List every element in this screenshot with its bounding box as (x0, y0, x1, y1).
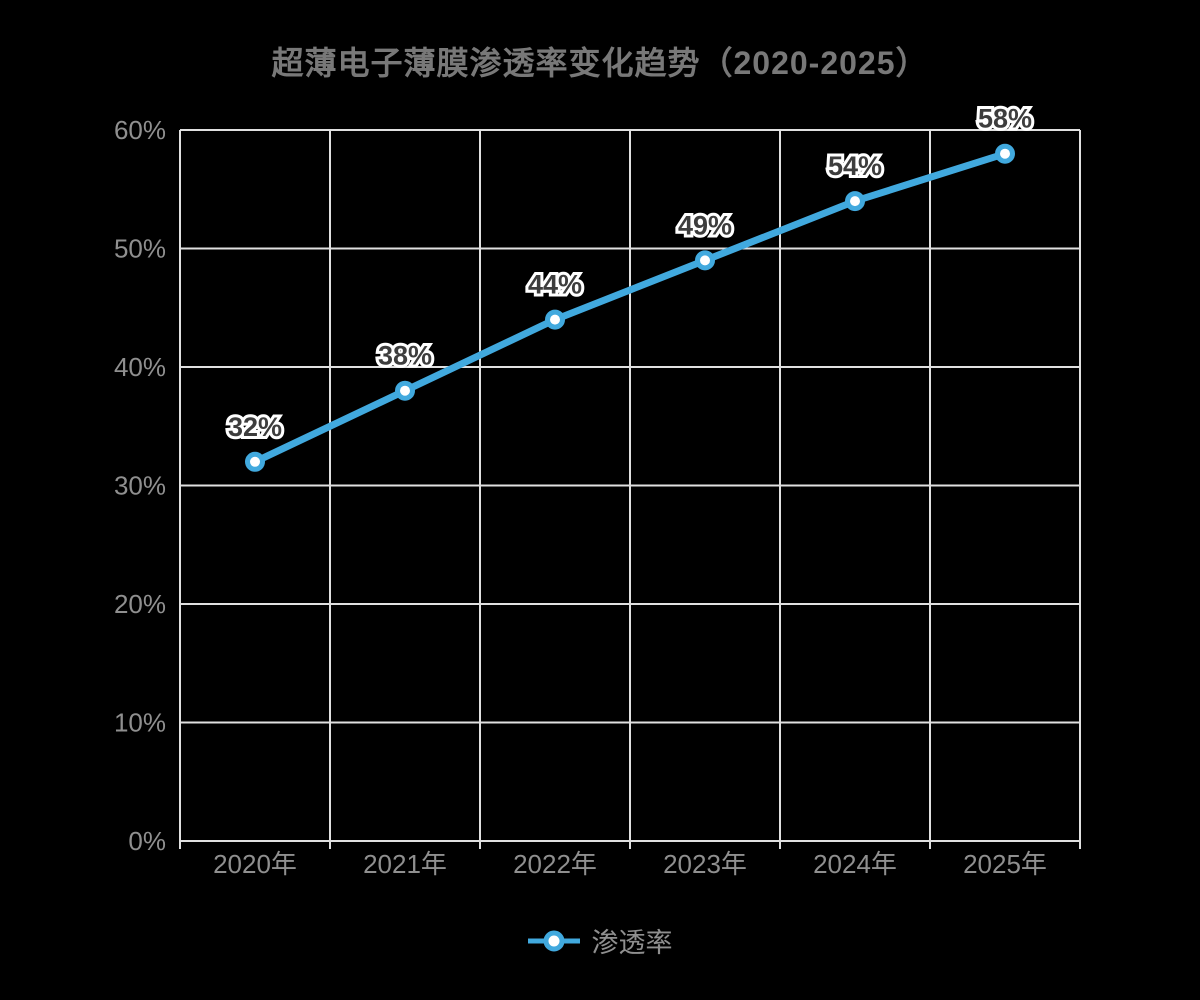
x-axis-tick-label: 2024年 (813, 849, 897, 879)
legend-label: 渗透率 (591, 928, 673, 958)
penetration-rate-line (251, 150, 1009, 466)
data-point-label: 38% (378, 341, 432, 371)
legend-line-marker-icon (527, 930, 580, 951)
y-axis-tick-label: 10% (114, 708, 166, 738)
y-axis-tick-label: 20% (114, 589, 166, 619)
data-point-label: 54% (828, 151, 882, 181)
data-point-label: 44% (528, 270, 582, 300)
x-axis-tick-label: 2023年 (663, 849, 747, 879)
legend-item-penetration-rate[interactable]: 渗透率 (0, 921, 1200, 960)
x-axis-tick-label: 2022年 (513, 849, 597, 879)
data-point-marker (995, 143, 1015, 164)
data-point-marker (395, 380, 415, 401)
chart-title: 超薄电子薄膜渗透率变化趋势（2020-2025） (271, 45, 929, 81)
x-axis-tick-label: 2021年 (363, 849, 447, 879)
x-axis-tick-label: 2020年 (213, 849, 297, 879)
y-axis-tick-label: 50% (114, 234, 166, 264)
data-point-marker (845, 191, 865, 212)
data-point-marker (545, 309, 565, 330)
x-axis-tick-label: 2025年 (963, 849, 1047, 879)
y-axis-tick-label: 40% (114, 352, 166, 382)
data-point-label: 58% (978, 104, 1032, 134)
y-axis-tick-label: 60% (114, 115, 166, 145)
y-axis-tick-label: 30% (114, 471, 166, 501)
y-axis-tick-label: 0% (128, 826, 166, 856)
data-point-label: 49% (678, 210, 732, 240)
data-point-marker (245, 451, 265, 472)
data-point-marker (695, 250, 715, 271)
data-point-label: 32% (228, 412, 282, 442)
